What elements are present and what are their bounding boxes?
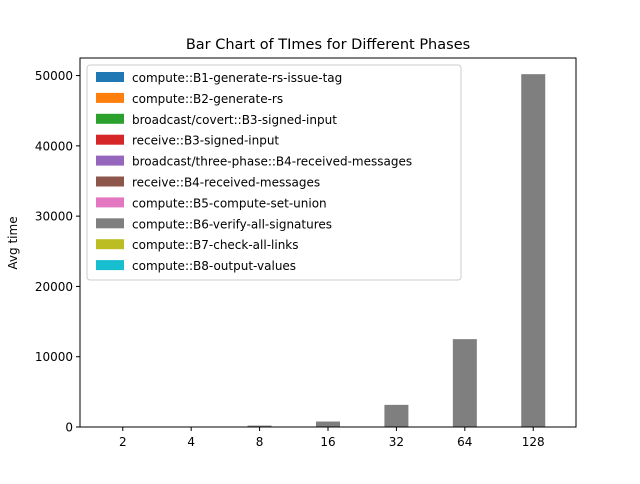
legend-label: receive::B4-received-messages (132, 176, 320, 190)
legend-label: compute::B7-check-all-links (132, 238, 299, 252)
legend-swatch (96, 218, 124, 228)
bar-64 (453, 339, 477, 427)
y-tick-label: 20000 (35, 280, 73, 294)
legend-swatch (96, 114, 124, 124)
y-tick-label: 0 (65, 421, 73, 435)
x-tick-label: 4 (187, 435, 195, 449)
legend-swatch (96, 260, 124, 270)
legend-swatch (96, 177, 124, 187)
x-tick-label: 2 (119, 435, 127, 449)
legend-label: broadcast/covert::B3-signed-input (132, 113, 337, 127)
legend-label: compute::B8-output-values (132, 259, 296, 273)
y-tick-label: 30000 (35, 210, 73, 224)
x-tick-label: 8 (256, 435, 264, 449)
x-tick-label: 64 (457, 435, 472, 449)
legend-label: compute::B6-verify-all-signatures (132, 217, 332, 231)
legend-swatch (96, 156, 124, 166)
chart-title: Bar Chart of TImes for Different Phases (186, 37, 470, 53)
x-tick-label: 32 (389, 435, 404, 449)
y-tick-label: 10000 (35, 350, 73, 364)
x-tick-label: 16 (320, 435, 335, 449)
legend-label: broadcast/three-phase::B4-received-messa… (132, 155, 412, 169)
y-axis-label: Avg time (6, 216, 20, 269)
bar-16 (316, 422, 340, 427)
bar-32 (384, 405, 408, 427)
bar-128 (521, 74, 545, 427)
legend-label: receive::B3-signed-input (132, 134, 279, 148)
legend-swatch (96, 135, 124, 145)
legend: compute::B1-generate-rs-issue-tagcompute… (87, 65, 461, 280)
legend-label: compute::B5-compute-set-union (132, 196, 327, 210)
y-tick-label: 40000 (35, 139, 73, 153)
legend-label: compute::B1-generate-rs-issue-tag (132, 71, 342, 85)
y-tick-label: 50000 (35, 69, 73, 83)
x-tick-label: 128 (522, 435, 545, 449)
legend-swatch (96, 239, 124, 249)
legend-swatch (96, 72, 124, 82)
legend-swatch (96, 197, 124, 207)
legend-swatch (96, 93, 124, 103)
legend-label: compute::B2-generate-rs (132, 92, 283, 106)
